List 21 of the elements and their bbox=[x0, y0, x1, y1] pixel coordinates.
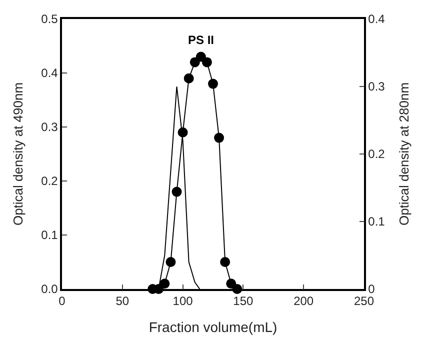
y2-tick-label: 0.4 bbox=[368, 12, 386, 26]
x-tick-label: 250 bbox=[354, 294, 374, 308]
x-axis-title: Fraction volume(mL) bbox=[148, 318, 278, 335]
y2-tick-label: 0.1 bbox=[368, 214, 386, 229]
x-tick-label: 100 bbox=[172, 294, 194, 308]
y-tick-label: 0.1 bbox=[41, 228, 58, 242]
y2-tick-label: 0 bbox=[368, 282, 376, 296]
x-tick-label: 50 bbox=[116, 294, 130, 308]
y2-axis-title: Optical density at 280nm bbox=[396, 82, 412, 226]
y-tick-label: 0.2 bbox=[41, 174, 58, 188]
y-axis-title: Optical density at 490nm bbox=[10, 82, 26, 226]
y-tick-label: 0.0 bbox=[41, 282, 58, 296]
y2-tick-label: 0.2 bbox=[368, 147, 386, 162]
y2-tick-label: 0.3 bbox=[368, 80, 386, 94]
annotation: PS II bbox=[188, 33, 214, 47]
x-tick-label: 200 bbox=[294, 294, 314, 308]
y-tick-label: 0.5 bbox=[41, 12, 58, 26]
x-tick-label: 150 bbox=[233, 294, 254, 308]
y-tick-label: 0.4 bbox=[41, 66, 58, 80]
x-tick-label: 0 bbox=[58, 294, 66, 308]
y-tick-label: 0.3 bbox=[41, 120, 58, 134]
